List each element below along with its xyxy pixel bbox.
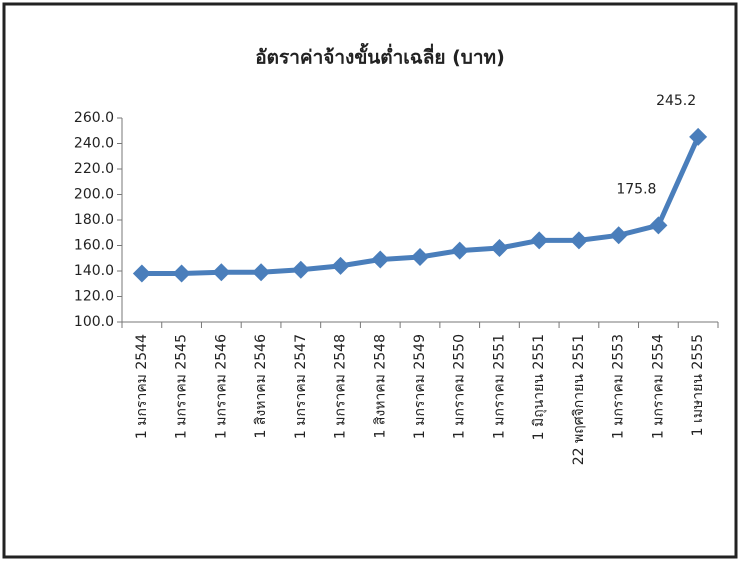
y-tick-label: 240.0 [74, 136, 114, 152]
x-tick-label: 1 มกราคม 2545 [174, 334, 190, 439]
x-tick-label: 1 มิถุนายน 2551 [531, 334, 547, 440]
x-tick-label: 1 มกราคม 2544 [134, 334, 150, 439]
y-tick-label: 140.0 [74, 263, 114, 279]
x-tick-label: 1 เมษายน 2555 [690, 334, 706, 436]
data-label: 245.2 [656, 93, 696, 109]
x-tick-label: 1 มกราคม 2548 [333, 334, 349, 439]
x-tick-label: 1 มกราคม 2553 [611, 334, 627, 439]
x-tick-label: 22 พฤศจิกายน 2551 [571, 334, 587, 465]
y-tick-label: 260.0 [74, 110, 114, 126]
x-tick-label: 1 มกราคม 2549 [412, 334, 428, 439]
y-tick-label: 220.0 [74, 161, 114, 177]
x-tick-label: 1 มกราคม 2551 [491, 334, 507, 439]
x-tick-label: 1 สิงหาคม 2548 [372, 334, 388, 439]
chart-title: อัตราค่าจ้างขั้นต่ำเฉลี่ย (บาท) [255, 43, 505, 69]
x-tick-label: 1 มกราคม 2546 [213, 334, 229, 439]
x-tick-label: 1 สิงหาคม 2546 [253, 334, 269, 439]
chart: อัตราค่าจ้างขั้นต่ำเฉลี่ย (บาท) 100.0 120… [0, 0, 740, 561]
data-label: 175.8 [616, 181, 656, 197]
y-tick-label: 120.0 [74, 289, 114, 305]
y-tick-label: 160.0 [74, 238, 114, 254]
chart-frame [4, 4, 736, 557]
x-tick-label: 1 มกราคม 2554 [650, 334, 666, 439]
y-tick-label: 100.0 [74, 314, 114, 330]
y-tick-label: 200.0 [74, 187, 114, 203]
y-tick-label: 180.0 [74, 212, 114, 228]
x-tick-label: 1 มกราคม 2550 [452, 334, 468, 439]
x-tick-label: 1 มกราคม 2547 [293, 334, 309, 439]
